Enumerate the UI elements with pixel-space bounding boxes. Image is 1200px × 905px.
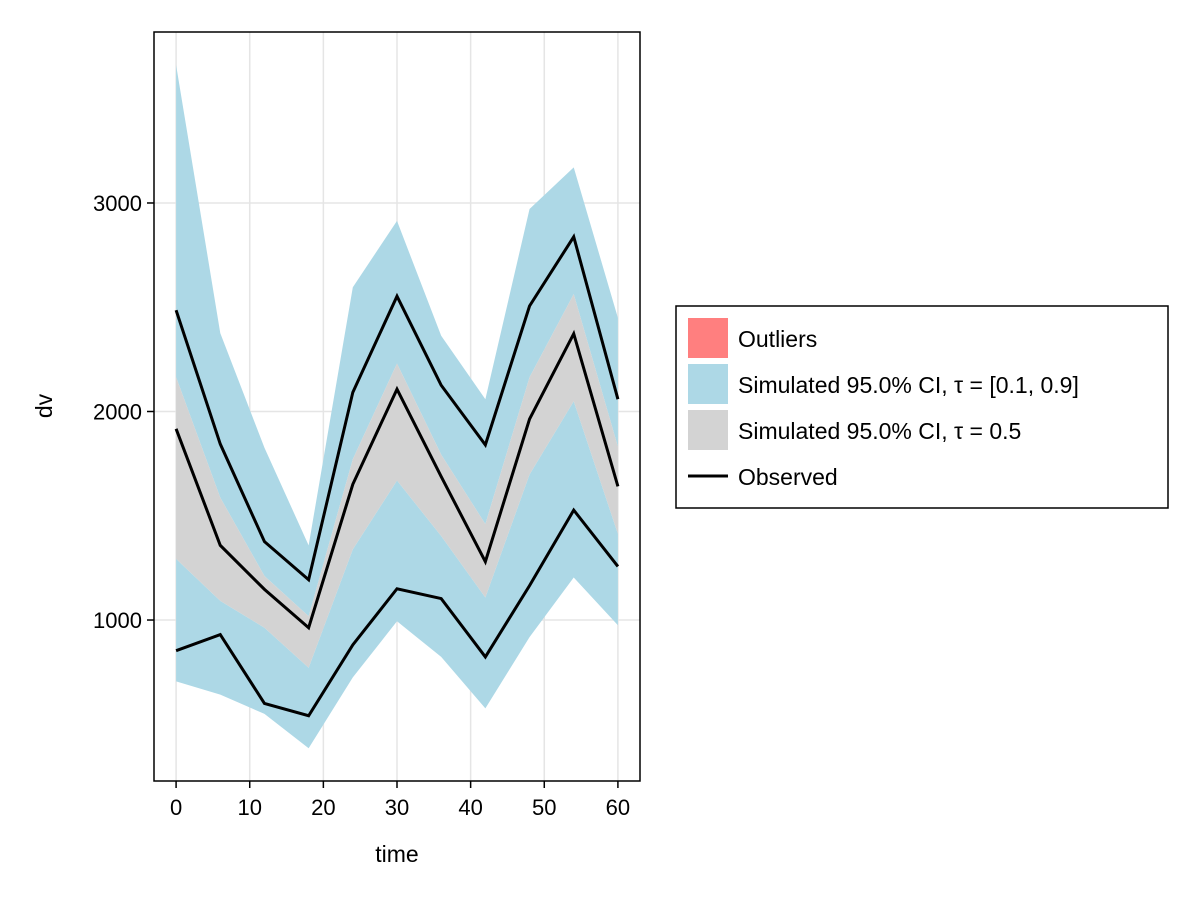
- x-axis-label: time: [375, 841, 418, 867]
- y-axis-label: dv: [31, 393, 57, 418]
- band-upper: [176, 64, 618, 617]
- x-tick-label: 40: [458, 795, 482, 820]
- observed-lines: [174, 233, 620, 718]
- legend-label: Simulated 95.0% CI, τ = [0.1, 0.9]: [738, 372, 1079, 398]
- legend-box: [675, 305, 1169, 509]
- observed-lower-line: [175, 507, 620, 718]
- legend-swatch: [688, 364, 728, 404]
- x-tick-label: 20: [311, 795, 335, 820]
- y-tick-label: 3000: [93, 191, 142, 216]
- legend: Outliers Simulated 95.0% CI, τ = [0.1, 0.…: [675, 305, 1169, 509]
- x-tick-label: 60: [606, 795, 630, 820]
- observed-median-line: [174, 329, 620, 631]
- legend-label: Observed: [738, 464, 838, 490]
- x-tick-label: 50: [532, 795, 556, 820]
- x-tick-label: 10: [237, 795, 261, 820]
- legend-label: Outliers: [738, 326, 817, 352]
- ticks: 0 10 20 30 40 50 60 1000 2000 3000: [93, 191, 630, 820]
- legend-swatch: [688, 318, 728, 358]
- y-tick-label: 2000: [93, 400, 142, 425]
- band-lower: [176, 401, 618, 749]
- y-tick-label: 1000: [93, 608, 142, 633]
- legend-label: Simulated 95.0% CI, τ = 0.5: [738, 418, 1021, 444]
- legend-swatch: [688, 410, 728, 450]
- observed-upper-line: [174, 233, 620, 583]
- x-tick-label: 30: [385, 795, 409, 820]
- x-tick-label: 0: [170, 795, 182, 820]
